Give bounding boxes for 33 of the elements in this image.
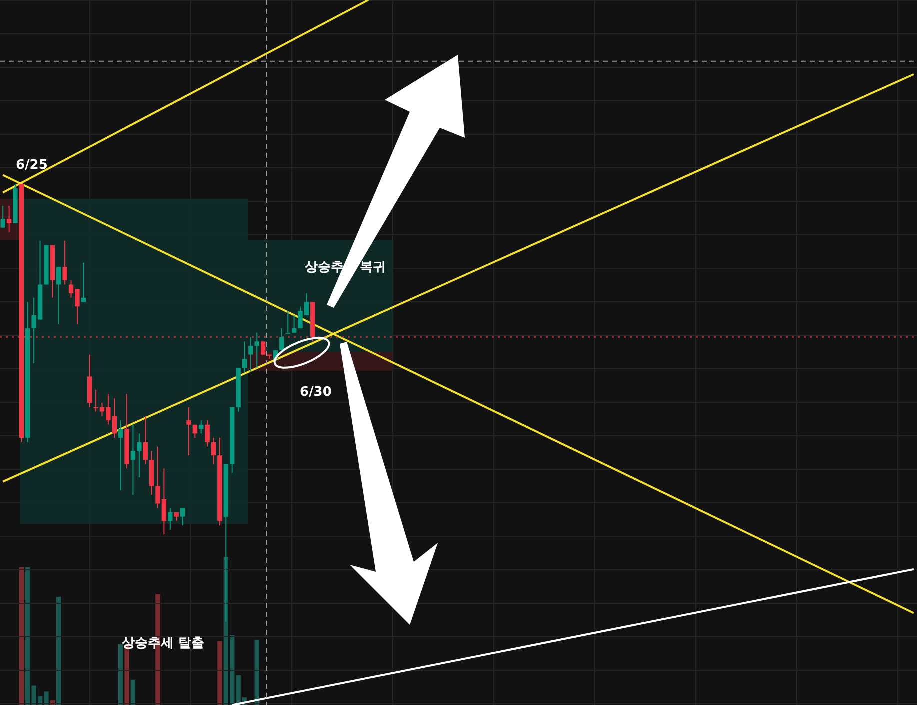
candlestick [286, 310, 290, 334]
candlestick [186, 406, 192, 456]
candlestick [137, 433, 142, 478]
candlestick [6, 205, 12, 233]
candlestick [192, 424, 198, 439]
candlestick [254, 332, 260, 368]
candlestick [260, 341, 266, 356]
annotation: 상승추세 탈출 [122, 636, 205, 651]
candlestick [280, 328, 284, 351]
bar [56, 596, 62, 705]
candlestick [130, 424, 136, 496]
text: 6/25 [16, 158, 48, 173]
bar [118, 644, 124, 705]
candlestick [248, 336, 254, 373]
annotation: 복귀 [360, 260, 386, 275]
bar [130, 680, 136, 705]
annotation: 상승추 [305, 260, 344, 275]
bar [218, 641, 222, 705]
candlestick [180, 508, 186, 526]
candlestick [143, 416, 148, 465]
bar [19, 567, 24, 705]
candlestick [118, 420, 124, 492]
annotation: 6/30 [300, 385, 332, 400]
candlestick [0, 205, 6, 228]
candlestick [81, 262, 86, 303]
candlestick [56, 266, 62, 325]
candlestick [242, 341, 248, 373]
candlestick [62, 240, 68, 286]
candlestick [205, 420, 210, 448]
candlestick [168, 508, 173, 531]
candlestick [292, 314, 297, 334]
candlestick [211, 438, 216, 465]
candlestick [199, 420, 204, 434]
